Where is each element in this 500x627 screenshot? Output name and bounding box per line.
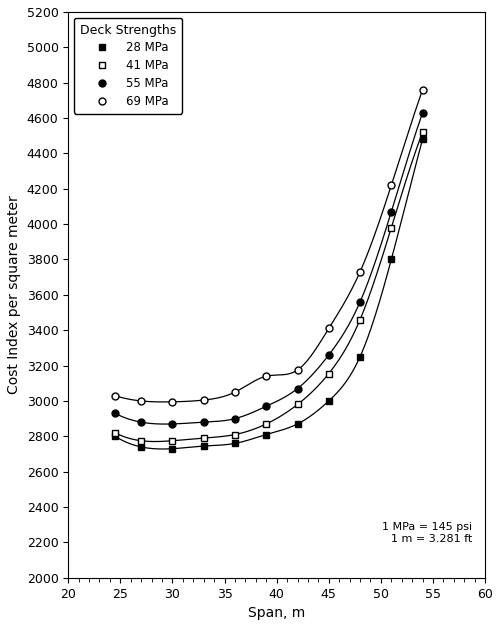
Line: 41 MPa: 41 MPa [112, 129, 426, 444]
41 MPa [294, 401, 300, 408]
69 MPa [326, 325, 332, 332]
41 MPa [263, 420, 269, 428]
28 MPa [170, 445, 175, 453]
55 MPa [263, 403, 269, 410]
41 MPa [200, 435, 206, 442]
55 MPa [170, 420, 175, 428]
69 MPa [420, 86, 426, 93]
41 MPa [326, 370, 332, 377]
55 MPa [294, 385, 300, 393]
69 MPa [388, 181, 394, 189]
69 MPa [112, 392, 118, 399]
Text: 1 MPa = 145 psi
1 m = 3.281 ft: 1 MPa = 145 psi 1 m = 3.281 ft [382, 522, 472, 544]
28 MPa [388, 256, 394, 263]
41 MPa [170, 437, 175, 445]
69 MPa [232, 388, 238, 396]
Line: 28 MPa: 28 MPa [112, 136, 426, 452]
41 MPa [357, 316, 363, 324]
55 MPa [326, 351, 332, 359]
41 MPa [232, 431, 238, 438]
41 MPa [112, 429, 118, 436]
28 MPa [294, 420, 300, 428]
69 MPa [263, 372, 269, 380]
28 MPa [112, 433, 118, 440]
28 MPa [357, 353, 363, 361]
69 MPa [357, 268, 363, 276]
55 MPa [388, 208, 394, 216]
69 MPa [294, 366, 300, 374]
X-axis label: Span, m: Span, m [248, 606, 306, 620]
55 MPa [232, 415, 238, 423]
41 MPa [138, 437, 144, 445]
41 MPa [388, 224, 394, 231]
28 MPa [232, 440, 238, 447]
55 MPa [420, 109, 426, 117]
28 MPa [138, 443, 144, 451]
55 MPa [112, 409, 118, 417]
41 MPa [420, 129, 426, 136]
Legend: 28 MPa, 41 MPa, 55 MPa, 69 MPa: 28 MPa, 41 MPa, 55 MPa, 69 MPa [74, 18, 182, 113]
28 MPa [200, 442, 206, 450]
69 MPa [200, 396, 206, 404]
Line: 55 MPa: 55 MPa [112, 109, 426, 428]
55 MPa [138, 418, 144, 426]
Line: 69 MPa: 69 MPa [112, 87, 426, 405]
69 MPa [138, 397, 144, 404]
55 MPa [200, 418, 206, 426]
28 MPa [420, 135, 426, 143]
28 MPa [263, 431, 269, 438]
55 MPa [357, 298, 363, 306]
Y-axis label: Cost Index per square meter: Cost Index per square meter [7, 196, 21, 394]
69 MPa [170, 398, 175, 406]
28 MPa [326, 397, 332, 404]
